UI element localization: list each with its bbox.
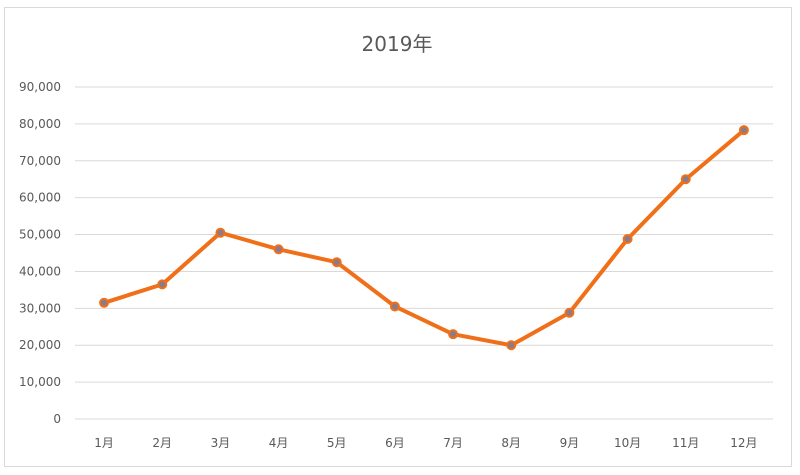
x-tick-label: 3月 <box>211 436 231 450</box>
series-line <box>102 128 746 348</box>
x-tick-label: 7月 <box>443 436 463 450</box>
data-point[interactable] <box>157 279 168 290</box>
gridlines <box>75 86 773 420</box>
y-tick-label: 60,000 <box>19 191 61 205</box>
x-tick-label: 11月 <box>672 436 699 450</box>
data-point[interactable] <box>506 340 517 351</box>
chart-frame <box>4 7 792 467</box>
y-tick-label: 70,000 <box>19 154 61 168</box>
y-tick-label: 90,000 <box>19 80 61 94</box>
data-point[interactable] <box>622 233 633 244</box>
y-tick-label: 20,000 <box>19 338 61 352</box>
y-tick-label: 30,000 <box>19 301 61 315</box>
data-point[interactable] <box>448 329 459 340</box>
series-layer <box>99 125 749 351</box>
x-tick-label: 6月 <box>385 436 405 450</box>
x-tick-label: 8月 <box>501 436 521 450</box>
x-axis-tick-labels: 1月 2月 3月 4月 5月 6月 7月 8月 9月 10月 11月 12月 <box>94 436 757 450</box>
data-point[interactable] <box>273 244 284 255</box>
y-tick-label: 50,000 <box>19 228 61 242</box>
data-point[interactable] <box>738 125 749 136</box>
x-tick-label: 10月 <box>614 436 641 450</box>
y-tick-label: 80,000 <box>19 117 61 131</box>
y-axis-tick-labels: 0 10,000 20,000 30,000 40,000 50,000 60,000 70,… <box>19 80 61 426</box>
data-point[interactable] <box>331 257 342 268</box>
y-tick-label: 40,000 <box>19 264 61 278</box>
data-point[interactable] <box>564 307 575 318</box>
data-point[interactable] <box>680 174 691 185</box>
chart-title: 2019年 <box>362 32 433 56</box>
x-tick-label: 1月 <box>94 436 114 450</box>
y-tick-label: 0 <box>53 412 61 426</box>
data-point[interactable] <box>215 227 226 238</box>
x-tick-label: 2月 <box>152 436 172 450</box>
data-point[interactable] <box>389 301 400 312</box>
x-tick-label: 9月 <box>560 436 580 450</box>
x-tick-label: 5月 <box>327 436 347 450</box>
x-tick-label: 12月 <box>730 436 757 450</box>
y-tick-label: 10,000 <box>19 375 61 389</box>
x-tick-label: 4月 <box>269 436 289 450</box>
data-point[interactable] <box>99 297 110 308</box>
